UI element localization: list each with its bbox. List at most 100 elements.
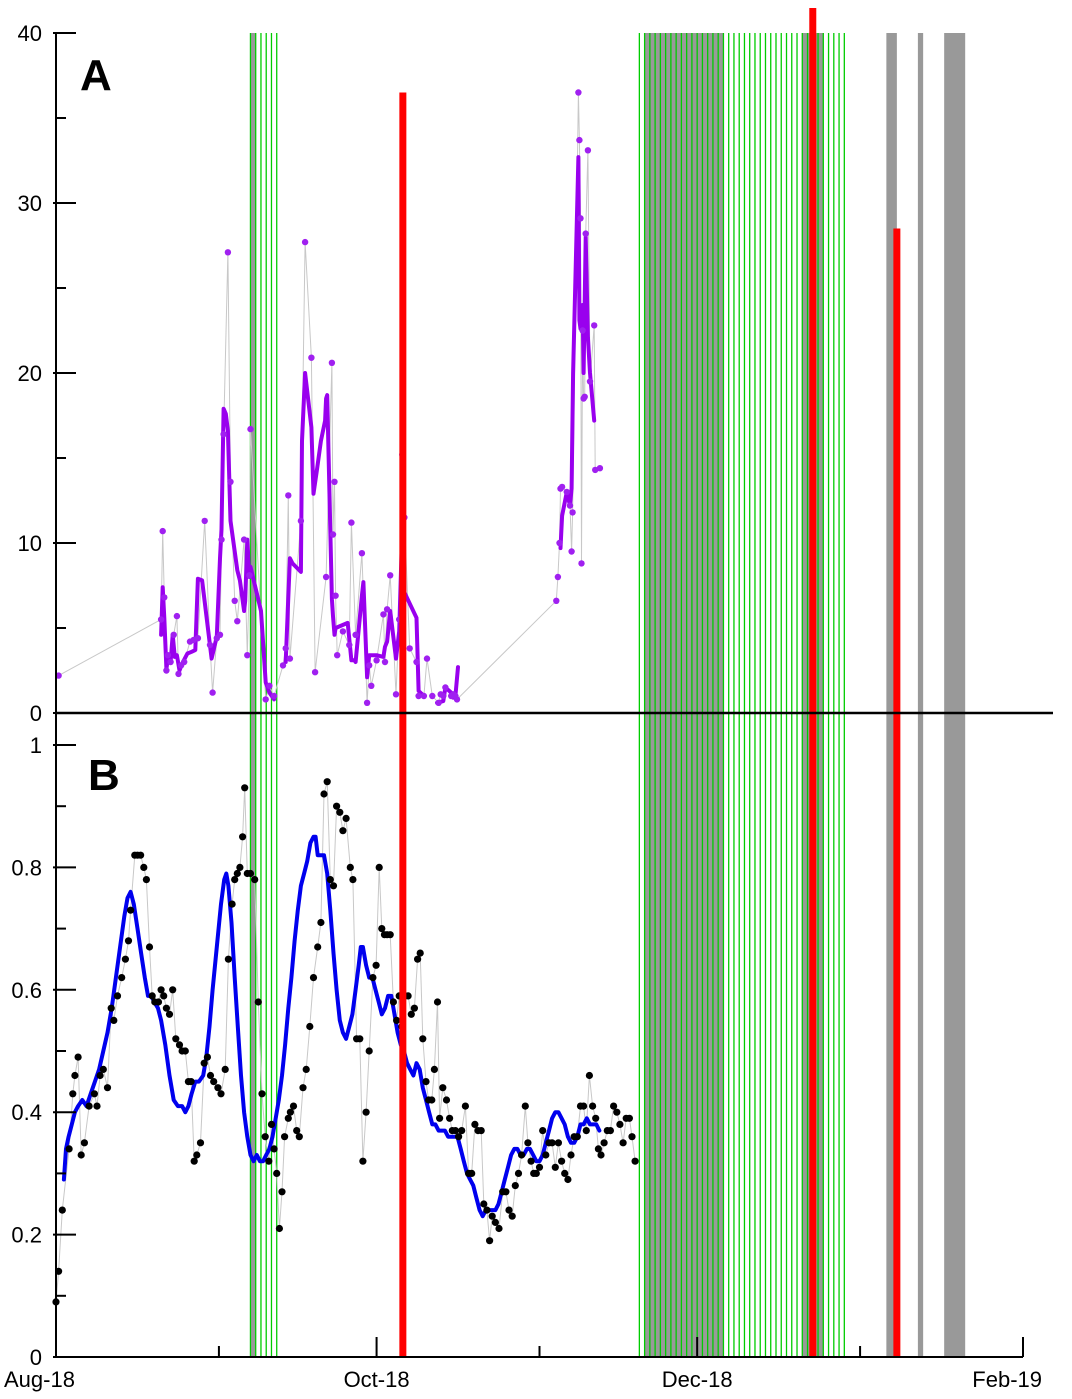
panel-a-point-1 <box>157 616 165 623</box>
panel-b-point-97 <box>365 1047 373 1055</box>
panel-b-point-88 <box>336 808 344 816</box>
panel-a-point-32 <box>270 692 278 700</box>
panel-b-point-75 <box>293 1127 301 1135</box>
panel-a-point-3 <box>161 594 168 601</box>
panel-b-connector-layer <box>55 781 636 1302</box>
panel-b-point-19 <box>121 955 129 963</box>
panel-b-point-50 <box>217 1090 225 1098</box>
panel-a-point-16 <box>206 641 214 649</box>
panel-a-point-68 <box>423 655 431 662</box>
panel-b-point-184 <box>631 1157 639 1165</box>
panel-a-point-44 <box>331 478 338 485</box>
panel-b-point-100 <box>375 863 383 872</box>
panel-a-point-28 <box>246 572 253 579</box>
panel-b-point-57 <box>239 833 247 841</box>
panel-a-point-57 <box>381 658 389 666</box>
panel-a-point-15 <box>201 517 208 525</box>
panel-b-point-146 <box>514 1169 523 1177</box>
panel-b-point-137 <box>486 1237 494 1245</box>
panel-b-point-25 <box>140 863 148 872</box>
panel-a-point-83 <box>563 488 570 496</box>
panel-b-point-71 <box>281 1133 289 1141</box>
panel-b-smooth-line-0 <box>61 834 602 1219</box>
panel-a-label: A <box>80 51 112 100</box>
panel-a-point-21 <box>220 431 227 438</box>
panel-b-point-72 <box>284 1114 292 1122</box>
panel-b-point-28 <box>148 992 156 1000</box>
panel-b-point-9 <box>85 1102 93 1110</box>
panel-a-point-49 <box>348 519 355 526</box>
panel-b-point-115 <box>419 1035 427 1043</box>
panel-b-smooth-layer <box>61 834 602 1219</box>
panel-b-point-43 <box>193 1151 201 1159</box>
panel-a-point-17 <box>209 689 216 696</box>
panel-a-point-58 <box>383 606 391 613</box>
panel-a-point-25 <box>234 618 241 625</box>
panel-b-point-177 <box>610 1102 618 1110</box>
panel-a-point-91 <box>579 327 586 334</box>
panel-b-point-114 <box>416 949 424 957</box>
panel-b-point-94 <box>356 1035 364 1043</box>
panel-a-point-26 <box>240 536 248 543</box>
panel-b-point-160 <box>558 1157 566 1165</box>
panel-b-point-155 <box>542 1151 550 1159</box>
panel-a-y-tick-label-2: 20 <box>18 361 42 386</box>
panel-b-point-180 <box>619 1139 627 1147</box>
panel-a-point-50 <box>352 631 359 638</box>
panel-b-point-96 <box>362 1108 370 1116</box>
panel-a-point-59 <box>387 572 394 579</box>
panel-b-point-124 <box>446 1114 454 1122</box>
panel-b-point-2 <box>58 1206 66 1214</box>
panel-a-point-29 <box>247 425 254 433</box>
panel-b-point-48 <box>210 1078 218 1086</box>
panel-a-point-7 <box>170 631 177 638</box>
panel-a-point-34 <box>282 645 289 652</box>
panel-b-point-44 <box>196 1139 205 1147</box>
x-tick-label-1: Oct-18 <box>344 1367 410 1392</box>
panel-b-point-112 <box>410 1004 418 1012</box>
panel-a-y-tick-label-1: 10 <box>18 531 42 556</box>
panel-a-point-94 <box>582 230 589 237</box>
panel-a-y-tick-label-3: 30 <box>18 191 42 216</box>
panel-b-point-157 <box>548 1139 556 1147</box>
panel-b-point-159 <box>554 1139 563 1147</box>
panel-b-point-105 <box>389 998 397 1006</box>
gray-band-4 <box>917 33 924 1357</box>
panel-a-point-85 <box>568 548 575 555</box>
panel-b-point-136 <box>483 1206 491 1214</box>
panel-b-point-95 <box>359 1157 367 1165</box>
panel-b-point-20 <box>124 937 133 945</box>
panel-a-smooth-layer <box>159 155 597 705</box>
panel-b-connector-line <box>55 781 636 1302</box>
panel-b-point-134 <box>477 1127 485 1135</box>
panel-b-point-47 <box>206 1071 215 1080</box>
panel-b-point-144 <box>508 1212 516 1220</box>
panel-a-point-36 <box>286 655 294 662</box>
panel-b-point-64 <box>261 1133 269 1141</box>
panel-b-point-51 <box>221 1065 229 1073</box>
panel-b-point-49 <box>214 1084 222 1092</box>
panel-b-point-46 <box>203 1053 211 1061</box>
panel-b-point-168 <box>582 1127 590 1135</box>
panel-b-point-76 <box>295 1133 303 1141</box>
panel-a-point-45 <box>332 592 339 599</box>
panel-b-point-42 <box>190 1157 198 1165</box>
panel-b-point-68 <box>273 1169 281 1177</box>
panel-b-point-27 <box>145 943 154 951</box>
panel-b-y-tick-label-5: 1 <box>30 733 42 758</box>
panel-a-point-22 <box>224 249 232 256</box>
x-tick-label-2: Dec-18 <box>662 1367 733 1392</box>
panel-b-point-145 <box>511 1182 519 1190</box>
panel-b-point-132 <box>471 1120 479 1128</box>
panel-b-point-87 <box>333 802 341 810</box>
panel-b-point-127 <box>455 1133 463 1141</box>
panel-b-point-82 <box>317 918 325 927</box>
panel-b-point-106 <box>393 1016 401 1024</box>
panel-b-y-tick-label-0: 0 <box>30 1345 42 1370</box>
panel-b-point-128 <box>458 1127 466 1135</box>
panel-a-point-95 <box>584 147 592 154</box>
panel-a-point-96 <box>586 378 594 385</box>
panel-b-point-179 <box>616 1120 624 1128</box>
panel-b-point-15 <box>107 1004 115 1012</box>
panel-b-point-161 <box>561 1169 569 1177</box>
